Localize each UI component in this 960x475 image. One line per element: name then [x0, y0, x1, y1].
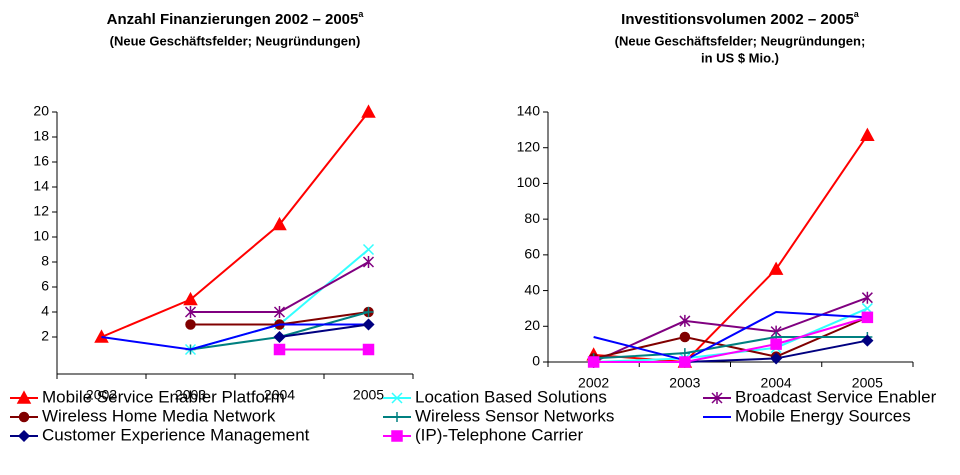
- marker: [679, 314, 691, 327]
- marker: [679, 331, 691, 343]
- chart-subtitle: (Neue Geschäftsfelder; Neugründungen): [110, 33, 361, 48]
- series-line: [593, 310, 868, 362]
- y-tick-label: 120: [517, 138, 541, 154]
- marker: [391, 392, 403, 404]
- y-tick-label: 16: [33, 153, 49, 169]
- y-tick-label: 0: [532, 353, 540, 369]
- series-line: [593, 134, 869, 364]
- x-tick-label: 2002: [86, 387, 117, 403]
- y-tick-label: 10: [33, 228, 49, 244]
- y-tick-label: 140: [517, 103, 541, 119]
- y-tick-label: 12: [33, 203, 49, 219]
- marker: [861, 291, 873, 304]
- legend-label: (IP)-Telephone Carrier: [415, 425, 584, 444]
- marker: [392, 412, 402, 422]
- marker: [362, 318, 375, 331]
- marker: [273, 343, 286, 356]
- series-line: [101, 323, 369, 351]
- marker: [362, 243, 375, 256]
- legend-label: Customer Experience Management: [42, 425, 310, 444]
- y-tick-label: 4: [41, 303, 49, 319]
- marker: [184, 306, 197, 318]
- series-line: [190, 261, 369, 313]
- series-line: [593, 336, 868, 360]
- x-tick-label: 2003: [175, 387, 206, 403]
- marker: [363, 307, 374, 317]
- marker: [361, 104, 376, 118]
- y-tick-label: 18: [33, 128, 49, 144]
- marker: [273, 330, 286, 344]
- x-tick-label: 2004: [761, 375, 792, 391]
- marker: [770, 352, 783, 365]
- legend-label: Broadcast Service Enabler: [735, 387, 937, 406]
- title-superscript: a: [854, 9, 860, 19]
- marker: [18, 411, 30, 423]
- marker: [679, 356, 691, 368]
- marker: [861, 311, 874, 324]
- marker: [273, 306, 286, 318]
- marker: [861, 334, 874, 347]
- marker: [185, 319, 196, 330]
- marker: [587, 356, 600, 368]
- chart-subtitle: (Neue Geschäftsfelder; Neugründungen;: [615, 33, 866, 48]
- x-tick-label: 2005: [353, 387, 384, 403]
- marker: [768, 261, 784, 275]
- y-tick-label: 8: [41, 253, 49, 269]
- marker: [860, 127, 875, 141]
- series-line: [593, 316, 868, 363]
- y-tick-label: 80: [524, 210, 540, 226]
- y-tick-label: 2: [41, 328, 49, 344]
- legend-label: Wireless Sensor Networks: [415, 406, 614, 425]
- y-tick-label: 6: [41, 278, 49, 294]
- chart-title: Investitionsvolumen 2002 – 2005a: [621, 9, 860, 28]
- x-tick-label: 2004: [264, 387, 295, 403]
- marker: [711, 392, 723, 404]
- marker: [770, 338, 782, 350]
- chart-title: Anzahl Finanzierungen 2002 – 2005a: [107, 9, 365, 28]
- marker: [183, 291, 198, 306]
- x-tick-label: 2002: [578, 375, 609, 391]
- marker: [272, 216, 287, 231]
- chart-subtitle: in US $ Mio.): [701, 50, 779, 65]
- marker: [16, 390, 32, 404]
- x-tick-label: 2005: [852, 375, 883, 391]
- y-tick-label: 14: [33, 178, 49, 194]
- marker: [94, 329, 109, 343]
- marker: [362, 343, 375, 356]
- y-tick-label: 20: [524, 317, 540, 333]
- y-tick-label: 60: [524, 246, 540, 262]
- series-line: [279, 323, 369, 338]
- title-superscript: a: [358, 9, 364, 19]
- title-text: Investitionsvolumen 2002 – 2005: [621, 11, 854, 28]
- series-line: [101, 111, 370, 338]
- legend-label: Mobile Energy Sources: [735, 406, 911, 425]
- y-tick-label: 20: [33, 103, 49, 119]
- marker: [362, 256, 375, 268]
- x-tick-label: 2003: [669, 375, 700, 391]
- legend-label: Wireless Home Media Network: [42, 406, 276, 425]
- y-tick-label: 40: [524, 281, 540, 297]
- legend-label: Mobile Service Enabler Platform: [42, 387, 285, 406]
- marker: [391, 430, 403, 442]
- legend-label: Location Based Solutions: [415, 387, 607, 406]
- marker: [17, 429, 31, 443]
- y-tick-label: 100: [517, 174, 541, 190]
- title-text: Anzahl Finanzierungen 2002 – 2005: [107, 11, 359, 28]
